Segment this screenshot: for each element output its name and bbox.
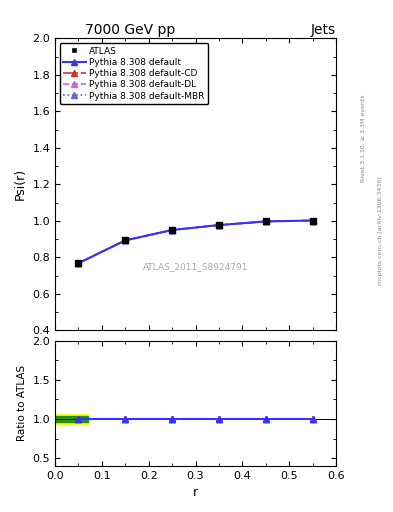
Text: ATLAS_2011_S8924791: ATLAS_2011_S8924791 (143, 262, 248, 271)
Text: Jets: Jets (311, 23, 336, 37)
Text: 7000 GeV pp: 7000 GeV pp (84, 23, 175, 37)
X-axis label: r: r (193, 486, 198, 499)
Text: mcplots.cern.ch [arXiv:1306.3436]: mcplots.cern.ch [arXiv:1306.3436] (378, 176, 383, 285)
Y-axis label: Ratio to ATLAS: Ratio to ATLAS (17, 365, 27, 441)
Text: Rivet 3.1.10, ≥ 3.3M events: Rivet 3.1.10, ≥ 3.3M events (361, 94, 366, 182)
Legend: ATLAS, Pythia 8.308 default, Pythia 8.308 default-CD, Pythia 8.308 default-DL, P: ATLAS, Pythia 8.308 default, Pythia 8.30… (59, 43, 208, 104)
Y-axis label: Psi(r): Psi(r) (14, 168, 27, 200)
